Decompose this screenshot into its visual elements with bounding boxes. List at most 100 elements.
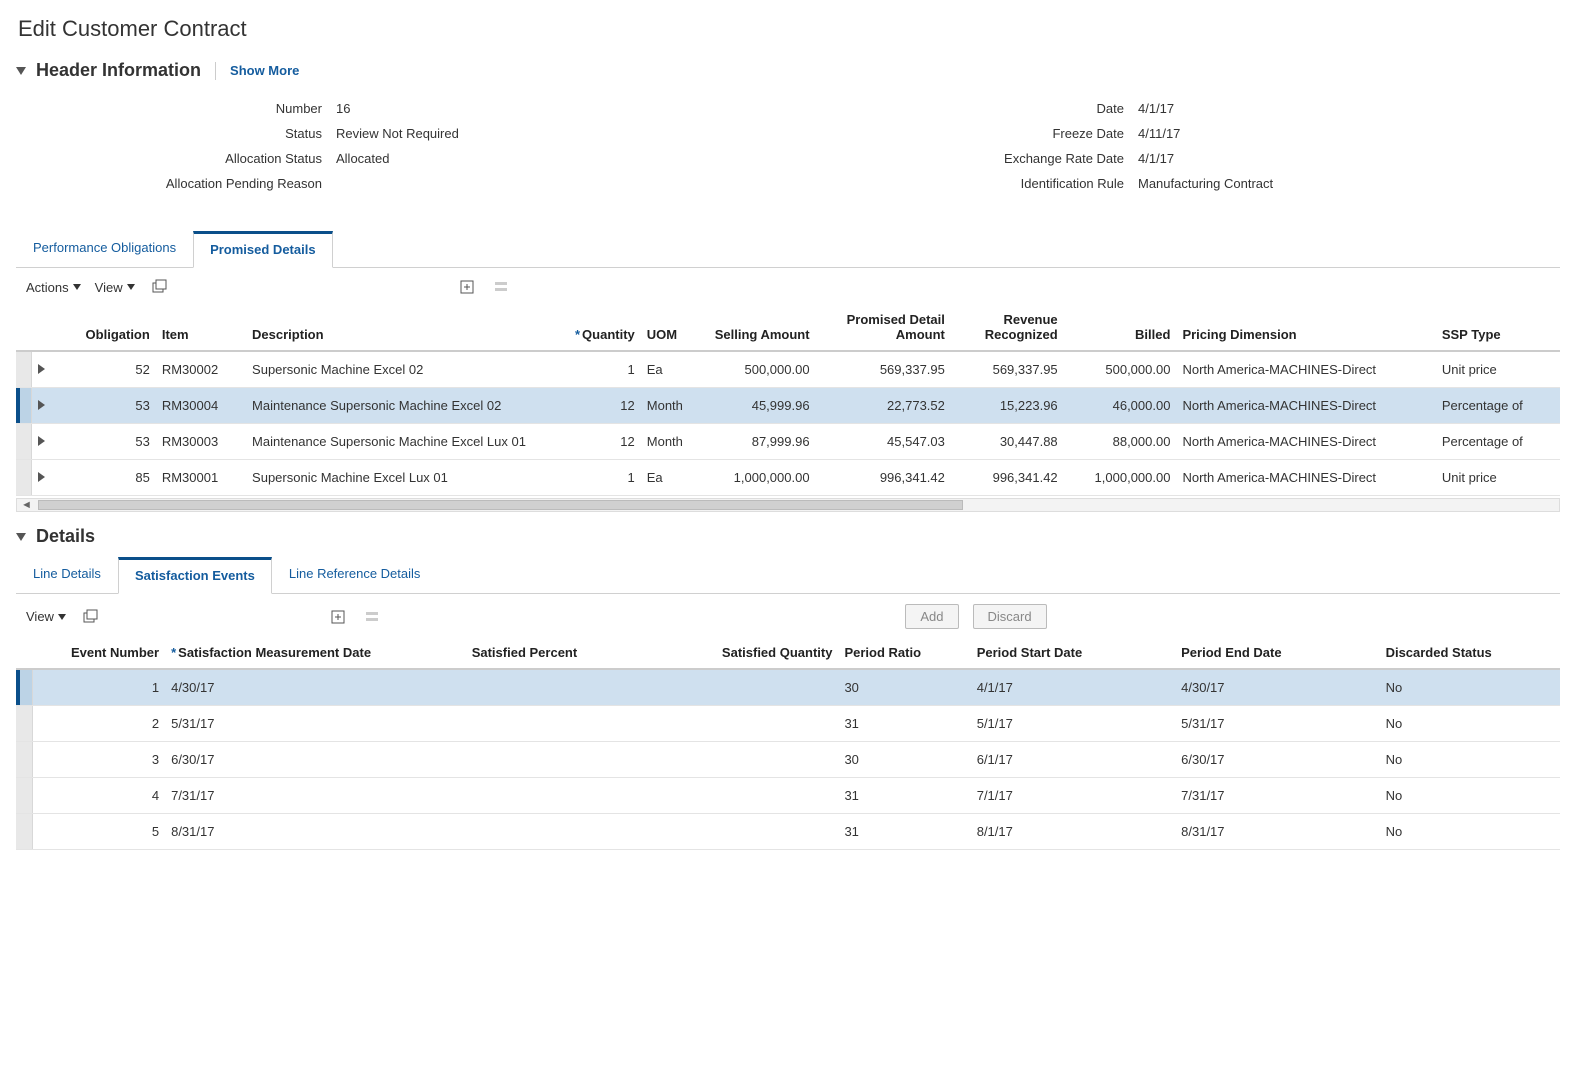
header-info: Number16StatusReview Not RequiredAllocat… [16,91,1560,201]
horizontal-scrollbar[interactable]: ◄ [16,498,1560,512]
col-promised[interactable]: Promised Detail Amount [816,304,951,351]
cell-period-ratio: 30 [838,669,970,706]
col-ssp-type[interactable]: SSP Type [1436,304,1560,351]
row-selector[interactable] [16,778,33,814]
actions-label: Actions [26,280,69,295]
cell-obligation: 85 [66,460,156,496]
cell-selling: 500,000.00 [703,351,816,388]
cell-promised: 996,341.42 [816,460,951,496]
caret-down-icon [73,284,81,290]
cell-billed: 500,000.00 [1064,351,1177,388]
cell-period-ratio: 30 [838,742,970,778]
row-selector[interactable] [16,351,32,388]
row-selector[interactable] [16,460,32,496]
row-selector[interactable] [16,706,33,742]
cell-satisfied-percent [466,669,658,706]
col-event-number[interactable]: Event Number [33,637,165,669]
col-satisfied-percent[interactable]: Satisfied Percent [466,637,658,669]
table-row[interactable]: 53RM30003Maintenance Supersonic Machine … [16,424,1560,460]
cell-period-start: 8/1/17 [971,814,1175,850]
wrap-icon[interactable] [491,278,511,296]
table-row[interactable]: 47/31/17317/1/177/31/17No [16,778,1560,814]
header-info-value: Review Not Required [336,126,459,141]
header-info-row: StatusReview Not Required [16,126,758,141]
add-button[interactable]: Add [905,604,958,629]
tab-performance-obligations[interactable]: Performance Obligations [16,231,193,268]
wrap-icon[interactable] [362,608,382,626]
row-selector[interactable] [16,742,33,778]
chevron-right-icon[interactable] [38,400,45,410]
table-row[interactable]: 85RM30001Supersonic Machine Excel Lux 01… [16,460,1560,496]
header-info-label: Identification Rule [818,176,1138,191]
header-info-label: Exchange Rate Date [818,151,1138,166]
col-billed[interactable]: Billed [1064,304,1177,351]
col-period-start[interactable]: Period Start Date [971,637,1175,669]
cell-uom: Month [641,388,703,424]
detach-icon[interactable] [149,278,169,296]
col-period-end[interactable]: Period End Date [1175,637,1379,669]
view-menu[interactable]: View [95,280,135,295]
col-selling[interactable]: Selling Amount [703,304,816,351]
discard-button[interactable]: Discard [973,604,1047,629]
chevron-right-icon[interactable] [38,436,45,446]
col-uom[interactable]: UOM [641,304,703,351]
chevron-right-icon[interactable] [38,472,45,482]
row-selector[interactable] [16,388,32,424]
cell-satisfied-percent [466,706,658,742]
row-selector[interactable] [16,669,33,706]
show-more-link[interactable]: Show More [230,63,299,78]
scroll-left-icon[interactable]: ◄ [17,499,36,511]
header-info-row: Number16 [16,101,758,116]
header-info-row: Exchange Rate Date4/1/17 [818,151,1560,166]
collapse-icon[interactable] [16,533,26,541]
table-row[interactable]: 14/30/17304/1/174/30/17No [16,669,1560,706]
tab-line-reference-details[interactable]: Line Reference Details [272,557,438,594]
cell-period-end: 8/31/17 [1175,814,1379,850]
tab-promised-details[interactable]: Promised Details [193,231,333,268]
col-revenue[interactable]: Revenue Recognized [951,304,1064,351]
cell-uom: Ea [641,351,703,388]
table-row[interactable]: 58/31/17318/1/178/31/17No [16,814,1560,850]
cell-revenue: 30,447.88 [951,424,1064,460]
expand-cell[interactable] [32,460,66,496]
header-info-row: Freeze Date4/11/17 [818,126,1560,141]
table-row[interactable]: 36/30/17306/1/176/30/17No [16,742,1560,778]
row-selector[interactable] [16,424,32,460]
col-item[interactable]: Item [156,304,246,351]
detach-icon[interactable] [80,608,100,626]
col-quantity[interactable]: *Quantity [562,304,641,351]
header-info-label: Date [818,101,1138,116]
tab-satisfaction-events[interactable]: Satisfaction Events [118,557,272,594]
col-satisfied-quantity[interactable]: Satisfied Quantity [658,637,838,669]
cell-period-end: 5/31/17 [1175,706,1379,742]
expand-cell[interactable] [32,388,66,424]
expand-cell[interactable] [32,351,66,388]
cell-period-end: 4/30/17 [1175,669,1379,706]
row-selector[interactable] [16,814,33,850]
col-discarded-status[interactable]: Discarded Status [1380,637,1560,669]
view-menu[interactable]: View [26,609,66,624]
col-pricing-dimension[interactable]: Pricing Dimension [1176,304,1435,351]
col-obligation[interactable]: Obligation [66,304,156,351]
cell-discarded: No [1380,778,1560,814]
chevron-right-icon[interactable] [38,364,45,374]
export-icon[interactable] [328,608,348,626]
expand-cell[interactable] [32,424,66,460]
tab-line-details[interactable]: Line Details [16,557,118,594]
cell-revenue: 15,223.96 [951,388,1064,424]
table-row[interactable]: 25/31/17315/1/175/31/17No [16,706,1560,742]
cell-meas-date: 4/30/17 [165,669,466,706]
cell-discarded: No [1380,814,1560,850]
header-info-value: 16 [336,101,350,116]
scrollbar-thumb[interactable] [38,500,963,510]
export-icon[interactable] [457,278,477,296]
collapse-icon[interactable] [16,67,26,75]
table-row[interactable]: 53RM30004Maintenance Supersonic Machine … [16,388,1560,424]
actions-menu[interactable]: Actions [26,280,81,295]
cell-event-number: 1 [33,669,165,706]
col-period-ratio[interactable]: Period Ratio [838,637,970,669]
view-label: View [26,609,54,624]
col-meas-date[interactable]: *Satisfaction Measurement Date [165,637,466,669]
col-description[interactable]: Description [246,304,562,351]
table-row[interactable]: 52RM30002Supersonic Machine Excel 021Ea5… [16,351,1560,388]
